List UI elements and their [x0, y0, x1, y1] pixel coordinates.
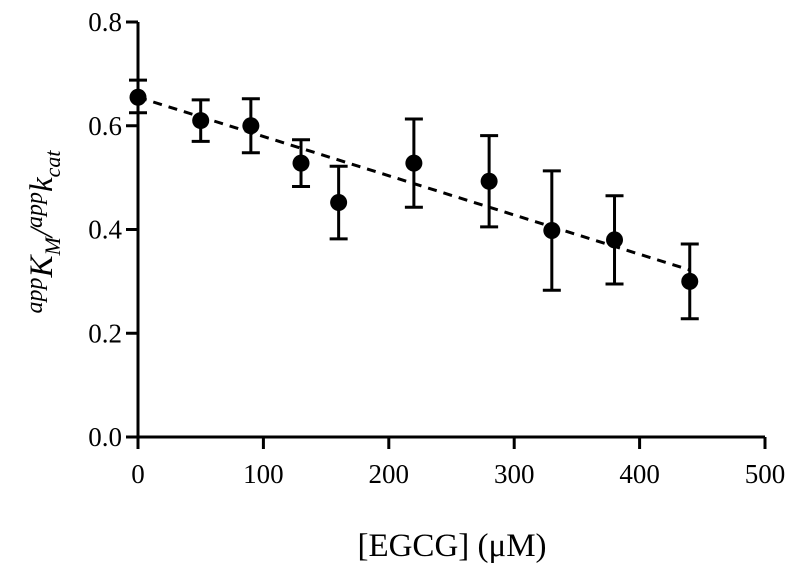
y-tick-label: 0.6 — [88, 111, 122, 141]
data-point — [405, 154, 423, 172]
data-point — [330, 194, 348, 212]
y-label-k-m: K — [24, 254, 60, 279]
y-axis-label: appKM/appkcat — [22, 150, 65, 314]
y-tick-label: 0.8 — [88, 7, 122, 37]
x-tick-label: 200 — [369, 459, 410, 489]
y-tick-label: 0.4 — [88, 215, 122, 245]
error-bars — [129, 78, 699, 321]
x-axis-label: [EGCG] (μM) — [357, 528, 546, 564]
y-tick-label: 0.2 — [88, 318, 122, 348]
data-point — [192, 112, 210, 130]
y-label-slash: / — [24, 225, 60, 239]
data-point — [606, 231, 624, 249]
y-label-k-cat: k — [24, 176, 60, 192]
y-label-sub-m: M — [40, 236, 65, 257]
data-point — [292, 154, 310, 172]
data-point — [543, 222, 561, 240]
data-point — [242, 117, 260, 135]
x-tick-label: 500 — [745, 459, 786, 489]
x-tick-label: 300 — [494, 459, 535, 489]
x-tick-label: 400 — [619, 459, 660, 489]
data-points — [129, 88, 699, 290]
x-ticks: 0 100 200 300 400 500 — [131, 437, 785, 489]
axes — [136, 22, 765, 439]
x-tick-label: 0 — [131, 459, 145, 489]
y-tick-label: 0.0 — [88, 422, 122, 452]
y-label-app-1: app — [22, 278, 48, 314]
y-label-sub-cat: cat — [40, 150, 65, 178]
y-label-app-2: app — [22, 192, 48, 228]
y-ticks: 0.0 0.2 0.4 0.6 0.8 — [88, 7, 138, 452]
x-tick-label: 100 — [243, 459, 284, 489]
data-point — [129, 88, 147, 106]
data-point — [480, 172, 498, 190]
data-point — [681, 272, 699, 290]
